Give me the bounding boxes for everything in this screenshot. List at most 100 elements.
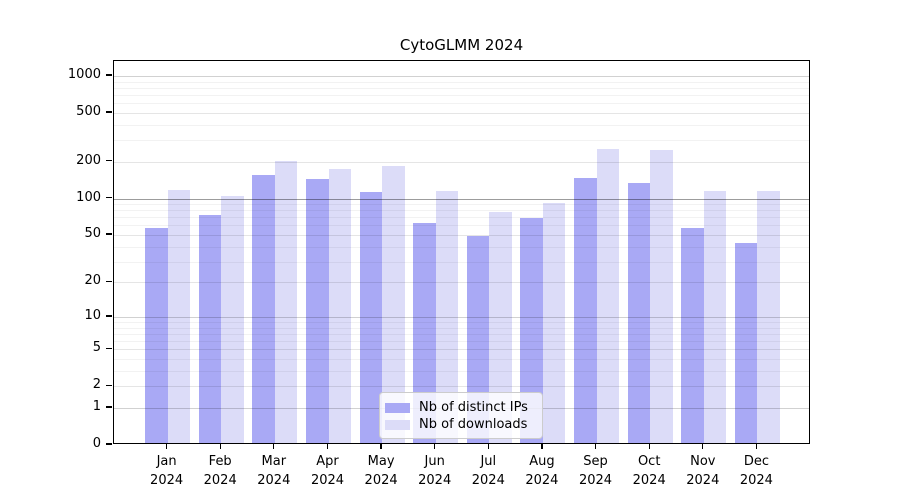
x-tick-label-jul: Jul 2024 [471,454,505,488]
gridline-y-1000 [114,75,809,77]
bar-distinct-ips-sep [574,177,597,443]
bar-distinct-ips-nov [681,228,704,443]
bar-downloads-jul [489,211,512,443]
gridline-y-3 [114,370,809,372]
bar-distinct-ips-aug [520,218,543,443]
x-tick-label-nov: Nov 2024 [686,454,720,488]
x-tick-label-may: May 2024 [364,454,398,488]
gridline-y-800 [114,87,809,89]
y-tick-mark-1 [106,406,112,408]
y-tick-mark-5 [106,347,112,349]
bar-downloads-oct [650,150,673,443]
gridline-y-40 [114,246,809,248]
y-tick-mark-100 [106,196,112,199]
y-tick-label-1000: 1000 [67,66,101,82]
y-tick-label-100: 100 [76,189,101,205]
gridline-y-30 [114,261,809,263]
gridline-y-200 [114,161,809,163]
bar-distinct-ips-feb [198,215,222,443]
bar-distinct-ips-dec [734,243,758,443]
y-tick-mark-20 [106,280,112,283]
gridline-y-7 [114,333,809,335]
x-tick-mark-apr [326,444,329,449]
bar-distinct-ips-may [359,191,383,443]
bar-downloads-jan [167,190,191,443]
y-tick-label-10: 10 [84,307,101,323]
gridline-y-90 [114,204,809,205]
chart-title: CytoGLMM 2024 [399,36,524,54]
x-tick-label-dec: Dec 2024 [739,454,773,488]
x-tick-mark-sep [594,444,597,449]
x-tick-mark-aug [541,444,543,449]
gridline-y-8 [114,327,809,329]
y-tick-label-20: 20 [84,273,101,289]
gridline-y-100 [114,198,809,200]
gridline-y-60 [114,225,809,227]
x-tick-mark-oct [648,444,650,449]
gridline-y-300 [114,140,809,142]
y-tick-mark-10 [106,315,112,317]
y-tick-mark-500 [106,111,112,113]
gridline-y-4 [114,359,809,360]
x-tick-label-apr: Apr 2024 [310,454,345,488]
gridline-y-50 [114,235,809,236]
legend-item-downloads: Nb of downloads [385,416,534,433]
gridline-y-6 [114,341,809,343]
y-tick-label-50: 50 [84,226,101,241]
y-tick-mark-2 [106,384,112,386]
bar-downloads-sep [596,148,619,443]
y-tick-mark-200 [106,160,112,162]
plot-area [113,60,810,444]
legend-item-distinct-ips: Nb of distinct IPs [385,399,534,416]
legend-label-distinct-ips: Nb of distinct IPs [419,400,528,415]
x-tick-label-sep: Sep 2024 [578,454,613,488]
y-tick-mark-0 [106,443,112,445]
bar-downloads-dec [757,191,780,443]
gridline-y-500 [114,112,809,114]
x-tick-label-mar: Mar 2024 [257,454,291,488]
bar-downloads-apr [328,169,351,443]
bar-downloads-mar [274,161,298,443]
x-tick-mark-jun [434,444,436,449]
gridline-y-10 [114,316,809,318]
x-tick-mark-jan [165,444,168,449]
x-tick-label-jan: Jan 2024 [150,454,184,488]
bar-distinct-ips-mar [252,175,275,443]
x-tick-mark-mar [273,444,275,449]
y-tick-label-500: 500 [76,103,101,119]
legend-label-downloads: Nb of downloads [419,417,528,432]
x-tick-label-oct: Oct 2024 [632,454,666,488]
legend-swatch-distinct-ips [385,402,410,413]
gridline-y-900 [114,81,809,83]
y-tick-label-2: 2 [92,377,101,393]
gridline-y-2 [114,386,809,388]
y-tick-mark-1000 [106,74,112,76]
x-tick-mark-nov [702,444,704,449]
x-tick-mark-dec [755,444,758,449]
y-tick-label-1: 1 [92,399,101,414]
bar-distinct-ips-oct [627,183,651,443]
x-tick-mark-feb [219,444,221,449]
bar-downloads-may [382,165,405,443]
y-tick-label-0: 0 [92,436,101,451]
bar-downloads-aug [542,202,566,443]
bar-distinct-ips-jun [413,222,436,443]
y-tick-label-200: 200 [76,152,101,168]
y-tick-mark-50 [106,233,112,235]
y-tick-label-5: 5 [92,340,101,356]
gridline-y-400 [114,124,809,126]
x-tick-label-feb: Feb 2024 [203,454,237,488]
bar-downloads-nov [703,190,727,443]
x-tick-mark-may [380,444,382,449]
x-tick-label-jun: Jun 2024 [418,454,452,488]
gridline-y-5 [114,349,809,351]
gridline-y-700 [114,95,809,96]
legend: Nb of distinct IPs Nb of downloads [379,392,543,439]
x-tick-label-aug: Aug 2024 [525,454,559,488]
x-tick-mark-jul [487,444,489,449]
gridline-y-9 [114,322,809,323]
gridline-y-80 [114,210,809,212]
gridline-y-70 [114,217,809,219]
gridline-y-20 [114,282,809,284]
